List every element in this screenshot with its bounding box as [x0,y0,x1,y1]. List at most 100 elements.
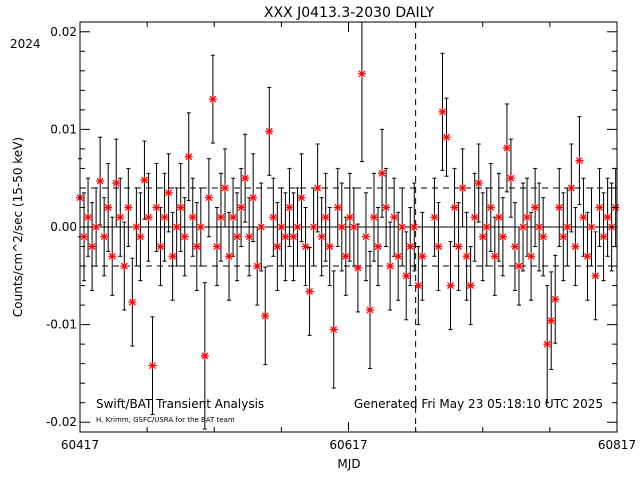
marker-stroke [177,204,185,211]
data-point [603,213,612,222]
marker-stroke [281,233,289,241]
marker-stroke [249,194,257,202]
data-point [555,203,564,212]
data-point [482,223,491,231]
data-point [341,252,350,261]
data-point [108,252,117,261]
data-point [514,262,523,271]
marker-stroke [592,272,599,280]
data-point [281,232,290,241]
marker-stroke [519,223,527,231]
marker-stroke [128,298,136,306]
marker-stroke [398,223,406,231]
marker-stroke [531,204,539,211]
marker-stroke [342,252,350,260]
data-point [245,232,254,241]
marker-stroke [495,213,503,221]
marker-stroke [451,204,458,211]
data-point [498,232,507,241]
marker-stroke [350,223,358,231]
marker-stroke [471,213,479,221]
data-point [309,223,318,231]
data-point [321,213,330,222]
marker-stroke [169,252,177,260]
data-point [325,242,334,251]
marker-stroke [483,223,491,231]
data-point [152,203,161,212]
data-point [88,242,97,251]
marker-stroke [326,243,334,250]
data-point [289,232,298,241]
data-point [470,213,479,222]
marker-stroke [124,204,132,211]
data-point [430,213,439,222]
x-tick-label: 60617 [329,438,367,452]
marker-stroke [84,213,92,221]
marker-stroke [80,233,88,241]
marker-stroke [543,340,551,348]
marker-stroke [374,243,382,250]
data-point [571,242,580,251]
marker-stroke [314,184,322,192]
data-point [241,174,250,183]
marker-stroke [547,317,555,325]
data-point [386,262,395,271]
data-point [519,223,528,231]
marker-stroke [402,272,410,280]
data-point [124,203,133,212]
marker-stroke [430,213,438,221]
marker-stroke [580,213,587,221]
marker-stroke [205,194,213,202]
marker-stroke [173,223,181,231]
marker-stroke [96,177,104,185]
marker-stroke [567,184,575,192]
data-point [257,223,266,231]
data-point [136,232,145,241]
marker-stroke [499,233,507,241]
marker-stroke [165,189,173,197]
data-point [595,203,604,212]
data-point [297,193,306,202]
data-point [233,232,242,241]
marker-stroke [467,282,475,289]
data-point [563,223,572,231]
marker-stroke [181,233,189,241]
data-point [305,287,314,296]
marker-stroke [443,133,450,141]
data-point [120,262,129,271]
marker-stroke [366,306,374,314]
marker-stroke [161,213,169,221]
data-point [104,203,113,212]
marker-stroke [185,153,193,161]
data-point [176,203,185,212]
data-point [378,169,387,178]
data-point [394,252,403,261]
marker-stroke [491,252,499,260]
data-point [466,281,475,290]
y-tick-label: 0.02 [50,25,77,39]
data-point [172,223,181,231]
data-point [398,223,407,231]
marker-stroke [265,127,273,135]
marker-stroke [354,264,362,272]
data-point [579,213,588,222]
marker-stroke [406,243,414,250]
marker-stroke [535,223,543,231]
marker-stroke [145,213,152,221]
marker-stroke [108,252,116,260]
data-point [212,242,221,251]
data-point [510,242,519,251]
data-point [80,232,89,241]
data-point [229,213,238,222]
data-point [458,183,467,192]
marker-stroke [459,184,467,192]
data-point [531,203,540,212]
data-point [438,107,447,116]
marker-stroke [112,179,120,187]
marker-stroke [584,252,591,260]
marker-stroke [487,204,495,211]
data-point [434,242,443,251]
marker-stroke [233,233,241,241]
data-point [249,193,258,202]
